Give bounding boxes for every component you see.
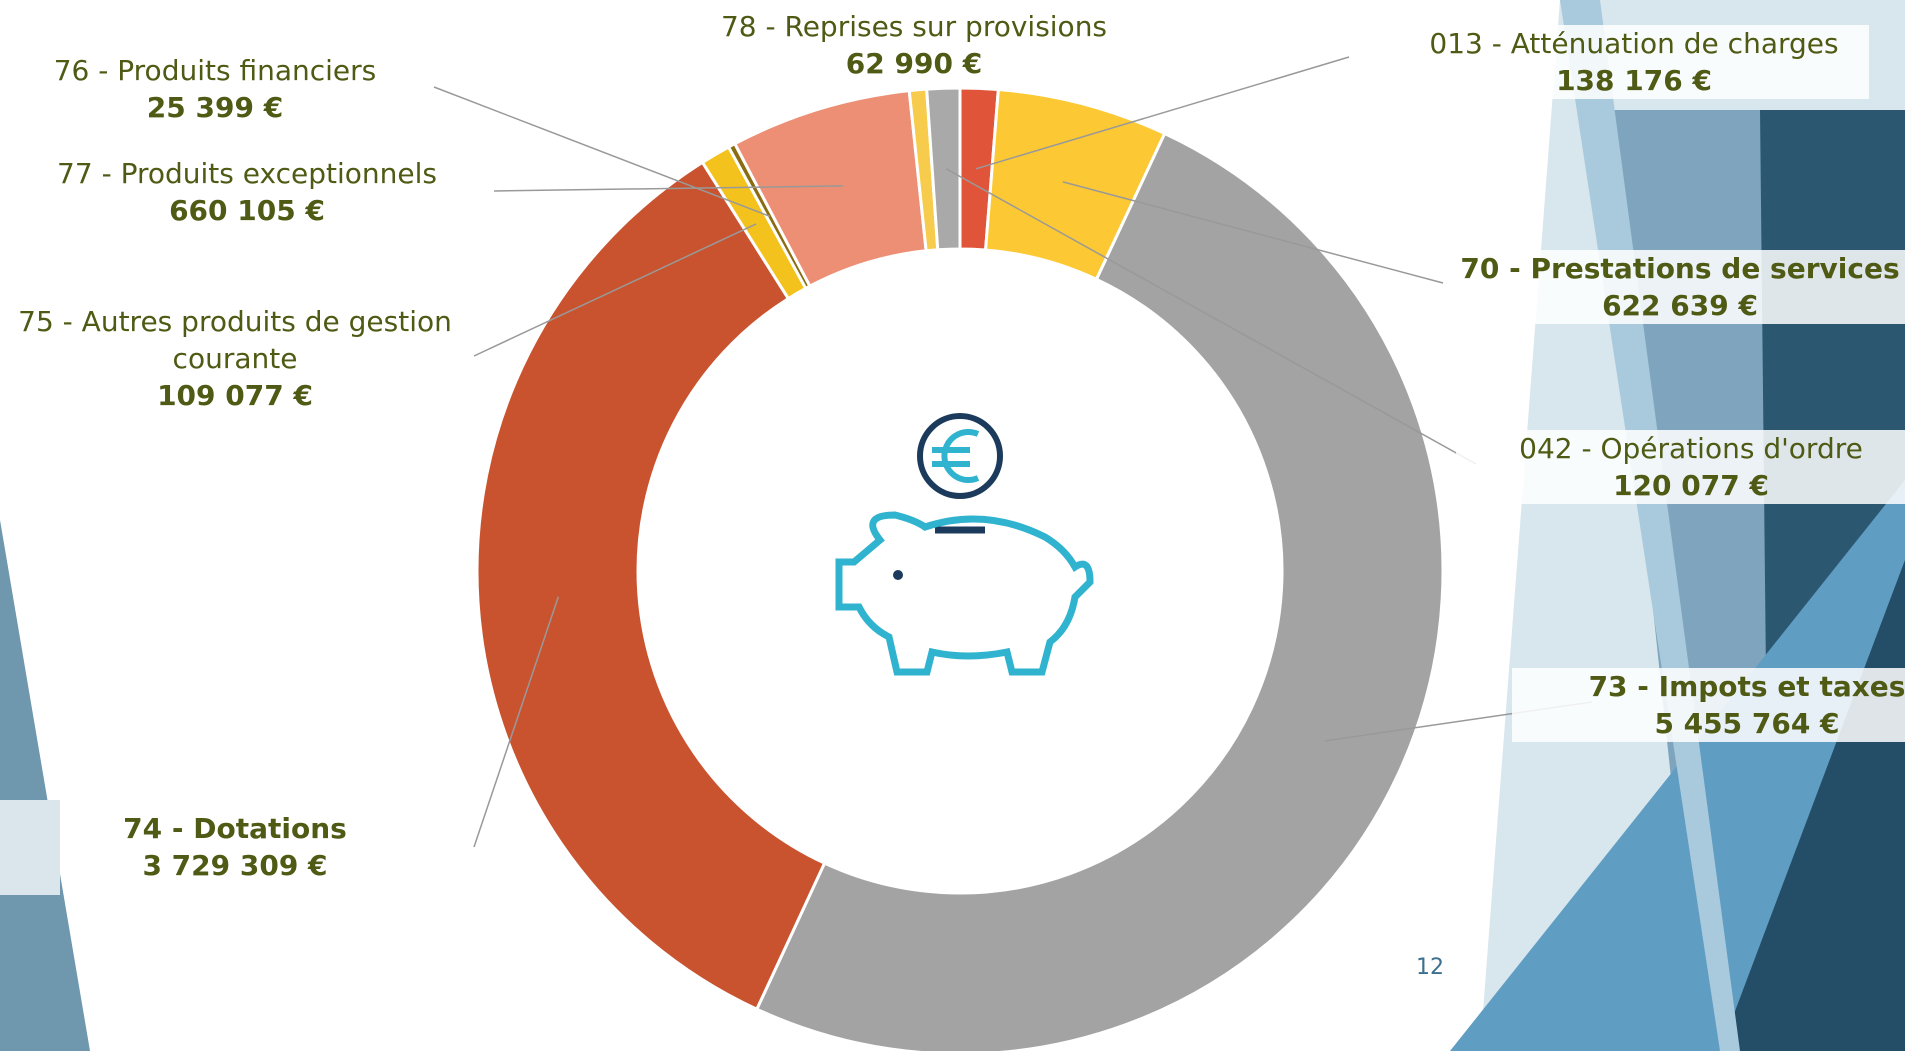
category-label: 75 - Autres produits de gestion courante	[18, 305, 452, 375]
donut-slice	[757, 134, 1443, 1051]
donut-slice	[477, 162, 825, 1009]
category-label: 78 - Reprises sur provisions	[721, 10, 1107, 43]
slice-label: 75 - Autres produits de gestion courante…	[5, 303, 465, 414]
category-label: 73 - Impots et taxes	[1589, 670, 1905, 703]
category-label: 013 - Atténuation de charges	[1429, 27, 1838, 60]
value-label: 622 639 €	[1445, 287, 1905, 324]
value-label: 138 176 €	[1399, 62, 1869, 99]
category-label: 70 - Prestations de services	[1460, 252, 1899, 285]
category-label: 77 - Produits exceptionnels	[57, 157, 437, 190]
category-label: 74 - Dotations	[123, 812, 347, 845]
value-label: 3 729 309 €	[0, 847, 470, 884]
value-label: 62 990 €	[679, 45, 1149, 82]
value-label: 25 399 €	[0, 89, 450, 126]
value-label: 660 105 €	[12, 192, 482, 229]
category-label: 76 - Produits financiers	[54, 54, 377, 87]
page-number: 12	[1416, 955, 1444, 980]
category-label: 042 - Opérations d'ordre	[1519, 432, 1863, 465]
piggy-eye	[893, 570, 903, 580]
value-label: 5 455 764 €	[1512, 705, 1905, 742]
value-label: 109 077 €	[5, 377, 465, 414]
value-label: 120 077 €	[1456, 467, 1905, 504]
slide: 013 - Atténuation de charges138 176 € 70 …	[0, 0, 1905, 1051]
piggy-icon	[839, 416, 1090, 672]
